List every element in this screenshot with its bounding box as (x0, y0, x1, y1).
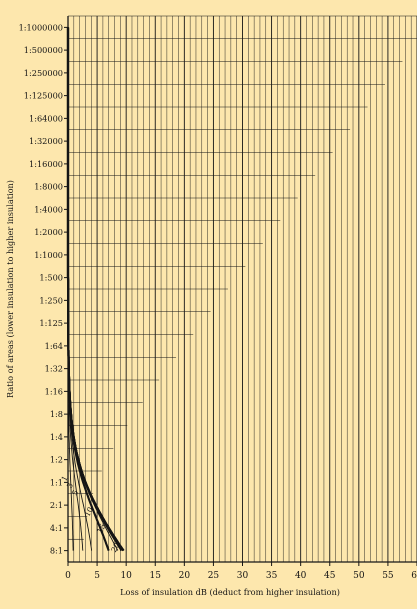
y-tick-label: 1:4000 (34, 204, 63, 214)
y-tick-label: 1:32 (45, 364, 63, 374)
y-tick-label: 1:16000 (29, 159, 63, 169)
y-tick-label: 1:64 (45, 341, 63, 351)
x-tick-label: 30 (237, 571, 249, 581)
series-label-3db: 3 (65, 481, 75, 490)
y-tick-label: 1:1000 (34, 250, 63, 260)
y-tick-label: 1:1 (50, 477, 63, 487)
x-tick-label: 55 (382, 571, 394, 581)
series-label-10db: 10 (83, 505, 96, 518)
y-tick-label: 1:4 (50, 432, 63, 442)
y-tick-label: 1:8 (50, 409, 63, 419)
y-tick-label: 1:250 (39, 295, 63, 305)
x-tick-label: 60 (411, 571, 417, 581)
x-tick-label: 40 (295, 571, 307, 581)
y-tick-label: 8:1 (50, 546, 63, 556)
y-tick-label: 1:8000 (34, 182, 63, 192)
series-label-20db: 20 (109, 541, 122, 554)
series-label-1db: 1 (59, 474, 69, 482)
x-tick-label: 0 (65, 571, 71, 581)
series-label-15db: 15 (95, 522, 108, 535)
y-tick-label: 1:125000 (24, 91, 63, 101)
x-axis-label: Loss of insulation dB (deduct from highe… (120, 587, 340, 597)
x-tick-label: 50 (353, 571, 365, 581)
y-axis-label: Ratio of areas (lower insulation to high… (5, 180, 15, 398)
y-tick-label: 1:500 (39, 273, 63, 283)
x-tick-label: 45 (324, 571, 336, 581)
y-tick-label: 2:1 (50, 500, 63, 510)
x-tick-label: 20 (179, 571, 191, 581)
x-tick-label: 10 (120, 571, 132, 581)
x-tick-label: 35 (266, 571, 278, 581)
y-tick-label: 1:16 (45, 386, 63, 396)
x-tick-label: 15 (150, 571, 162, 581)
series-label-5db: 5 (70, 488, 80, 497)
y-tick-label: 4:1 (50, 523, 63, 533)
y-tick-label: 1:32000 (29, 136, 63, 146)
x-tick-label: 25 (208, 571, 220, 581)
y-tick-label: 1:1000000 (19, 22, 63, 32)
y-tick-label: 1:500000 (24, 45, 63, 55)
y-tick-label: 1:125 (39, 318, 63, 328)
x-tick-label: 5 (94, 571, 100, 581)
y-tick-label: 1:250000 (24, 68, 63, 78)
y-tick-label: 1:2 (50, 455, 63, 465)
y-tick-label: 1:64000 (29, 113, 63, 123)
x-tick-labels: 0 5 10 15 20 25 30 35 40 45 50 55 60 (65, 562, 417, 581)
grid (68, 15, 417, 563)
y-tick-labels: 1:1000000 1:500000 1:250000 1:125000 1:64000… (19, 22, 68, 556)
y-tick-label: 1:2000 (34, 227, 63, 237)
